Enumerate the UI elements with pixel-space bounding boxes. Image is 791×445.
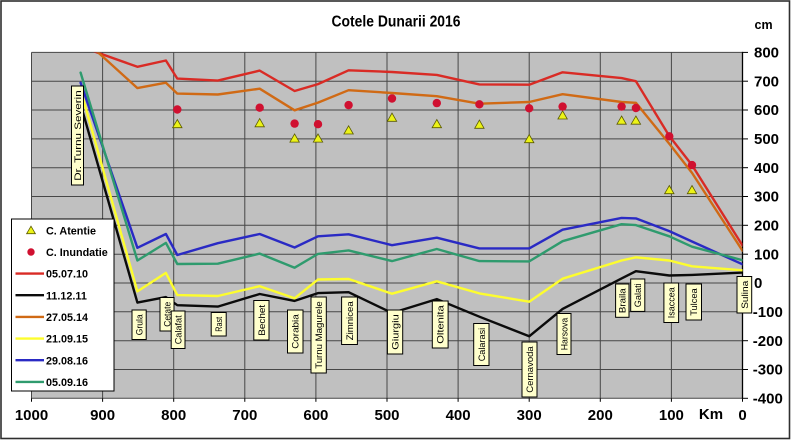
svg-text:-300: -300 (753, 362, 783, 379)
svg-text:Cernavoda: Cernavoda (525, 345, 535, 392)
svg-text:Turnu Magurele: Turnu Magurele (314, 301, 324, 369)
svg-text:05.07.10: 05.07.10 (46, 269, 88, 281)
svg-text:200: 200 (754, 218, 779, 235)
svg-text:800: 800 (754, 45, 779, 62)
svg-text:0: 0 (738, 407, 746, 424)
svg-text:Cotele Dunarii 2016: Cotele Dunarii 2016 (332, 14, 461, 31)
svg-text:900: 900 (90, 407, 115, 424)
svg-text:500: 500 (754, 131, 779, 148)
svg-text:400: 400 (754, 160, 779, 177)
svg-text:0: 0 (754, 275, 762, 292)
svg-text:Calarasi: Calarasi (477, 328, 487, 362)
svg-text:-200: -200 (753, 333, 783, 350)
svg-text:300: 300 (517, 407, 542, 424)
svg-text:500: 500 (374, 407, 399, 424)
svg-text:-100: -100 (753, 304, 783, 321)
svg-text:Giurgiu: Giurgiu (390, 314, 400, 350)
svg-text:1000: 1000 (15, 407, 48, 424)
svg-text:Galati: Galati (633, 283, 643, 307)
svg-text:Zimnicea: Zimnicea (345, 300, 355, 340)
svg-text:Braila: Braila (618, 287, 628, 313)
svg-text:600: 600 (303, 407, 328, 424)
svg-text:Rast: Rast (214, 316, 224, 331)
svg-text:Cetate: Cetate (162, 302, 172, 327)
svg-text:600: 600 (754, 102, 779, 119)
svg-text:Tulcea: Tulcea (689, 287, 699, 315)
svg-text:700: 700 (754, 73, 779, 90)
svg-text:Bechet: Bechet (257, 304, 267, 335)
svg-text:300: 300 (754, 189, 779, 206)
svg-text:700: 700 (232, 407, 257, 424)
svg-text:100: 100 (754, 246, 779, 263)
svg-text:-400: -400 (753, 391, 783, 408)
svg-text:Sulina: Sulina (740, 280, 750, 309)
svg-text:200: 200 (588, 407, 613, 424)
svg-text:Harsova: Harsova (559, 317, 569, 350)
svg-text:11.12.11: 11.12.11 (46, 290, 87, 302)
svg-text:Oltenita: Oltenita (436, 304, 446, 344)
svg-text:21.09.15: 21.09.15 (46, 334, 88, 346)
svg-text:Isaccea: Isaccea (667, 286, 677, 318)
svg-text:05.09.16: 05.09.16 (46, 377, 88, 389)
svg-text:Calafat: Calafat (174, 315, 184, 344)
svg-text:29.08.16: 29.08.16 (46, 355, 88, 367)
svg-text:Corabia: Corabia (291, 313, 301, 348)
svg-text:cm: cm (755, 18, 773, 32)
svg-text:800: 800 (161, 407, 186, 424)
svg-text:Grula: Grula (135, 313, 145, 335)
svg-text:Km: Km (699, 406, 723, 423)
svg-text:100: 100 (659, 407, 684, 424)
svg-text:C. Inundatie: C. Inundatie (46, 247, 108, 259)
svg-text:C. Atentie: C. Atentie (46, 225, 96, 237)
svg-text:27.05.14: 27.05.14 (46, 312, 88, 324)
svg-text:400: 400 (446, 407, 471, 424)
svg-text:Dr. Turnu Severin: Dr. Turnu Severin (73, 90, 83, 181)
